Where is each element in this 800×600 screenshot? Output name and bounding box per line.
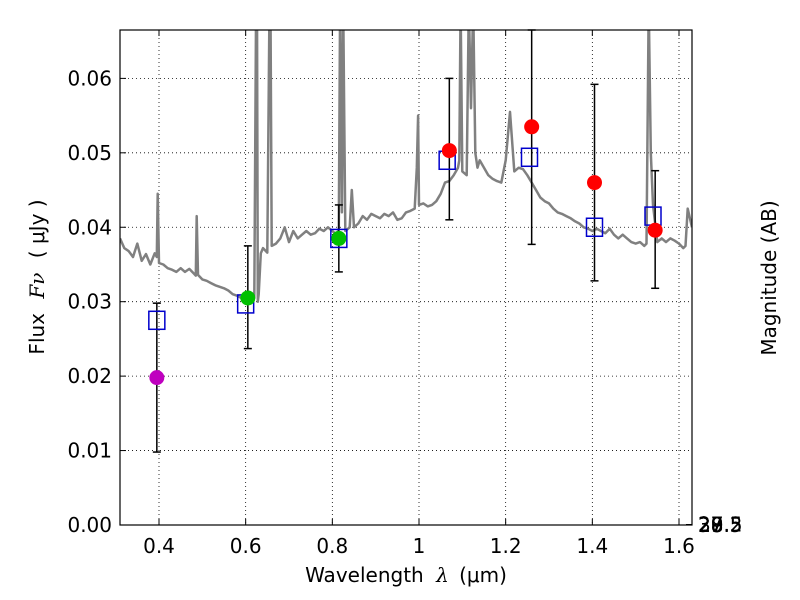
model-point [585,217,604,238]
y2-tick-label: 28 [698,513,723,537]
observed-point [149,370,165,386]
x-tick-label: 0.4 [143,534,175,558]
x-tick-label: 1.4 [576,534,608,558]
model-point [330,228,348,249]
y2-tick-label: 30 [698,513,723,537]
y2-tick-label: 29 [698,513,723,537]
observed-point [441,143,457,159]
observed-point [240,290,256,306]
y-tick-label: 0.03 [67,290,112,314]
model-markers [148,147,662,331]
x-tick-label: 1.6 [663,534,695,558]
observed-point [524,119,540,135]
y-tick-label: 0.01 [67,439,112,463]
spectrum-layer [120,30,692,303]
x-tick-label: 1.2 [490,534,522,558]
plot-frame [119,29,693,526]
model-point [148,310,166,331]
grid-lines [120,30,692,526]
observed-point [331,230,347,246]
spectrum-line [120,30,692,303]
y-tick-label: 0.06 [67,66,112,90]
x-tick-label: 0.6 [230,534,262,558]
y2-tick-label: 27.5 [698,513,743,537]
model-point [520,147,539,168]
y2-tick-label: 27.2 [698,513,743,537]
y-tick-label: 0.00 [67,513,112,537]
y-ticks: 0.00 0.01 0.02 0.03 0.04 0.05 0.06 [67,66,126,537]
y2-axis-label: Magnitude (AB) [757,200,781,355]
y2-tick-label: 27 [698,513,723,537]
x-ticks: 0.4 0.6 0.8 1 1.2 1.4 1.6 [143,30,695,558]
y-tick-label: 0.04 [67,215,112,239]
x-tick-label: 0.8 [316,534,348,558]
error-bars [152,29,660,453]
y-tick-label: 0.05 [67,141,112,165]
x-axis-label: Wavelength λ (μm) [305,563,507,587]
y-axis-label: Flux Fν ( μJy ) [25,199,49,354]
y2-tick-label: 28.5 [698,513,743,537]
observed-point [647,222,663,238]
x-tick-label: 1 [413,534,426,558]
observed-markers [149,119,663,386]
observed-point [587,175,602,191]
y-tick-label: 0.02 [67,364,112,388]
